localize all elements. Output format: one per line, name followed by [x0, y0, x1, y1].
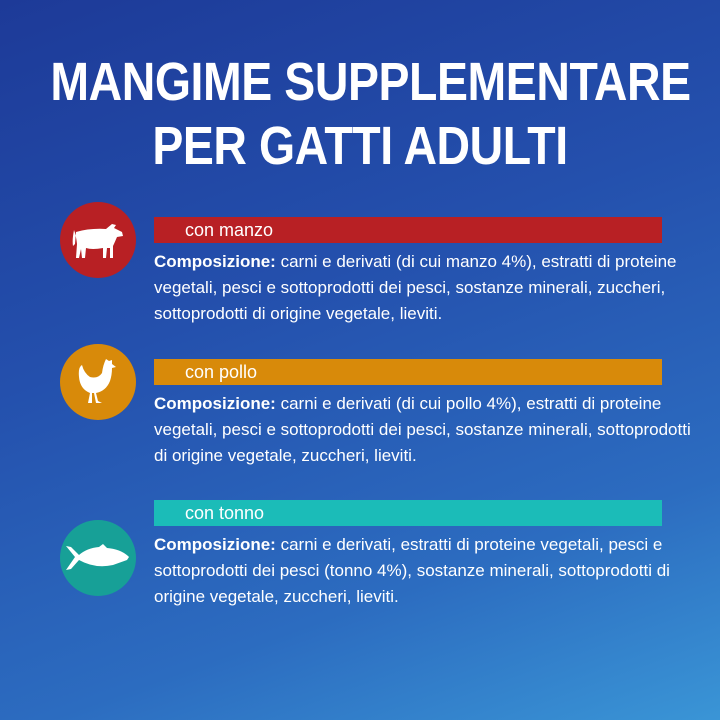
- composition-text: Composizione: carni e derivati (di cui m…: [154, 249, 699, 327]
- composition-text: Composizione: carni e derivati, estratti…: [154, 532, 699, 610]
- variant-label: con manzo: [185, 220, 274, 240]
- variant-label-bar: con manzo: [154, 217, 662, 243]
- title-line-1: MANGIME SUPPLEMENTARE: [50, 52, 691, 112]
- variant-label-bar: con tonno: [154, 500, 662, 526]
- composition-value: carni e derivati (di cui manzo 4%), estr…: [154, 252, 677, 323]
- composition-text: Composizione: carni e derivati (di cui p…: [154, 391, 699, 469]
- page-title: MANGIME SUPPLEMENTARE PER GATTI ADULTI: [0, 50, 720, 178]
- variant-label-bar: con pollo: [154, 359, 662, 385]
- composition-value: carni e derivati, estratti di proteine v…: [154, 535, 670, 606]
- composition-label: Composizione:: [154, 535, 276, 554]
- variant-label: con tonno: [185, 503, 265, 523]
- fish-icon: [60, 520, 136, 596]
- composition-label: Composizione:: [154, 394, 276, 413]
- variant-label: con pollo: [185, 362, 258, 382]
- composition-label: Composizione:: [154, 252, 276, 271]
- chicken-icon: [60, 344, 136, 420]
- composition-value: carni e derivati (di cui pollo 4%), estr…: [154, 394, 691, 465]
- cow-icon: [60, 202, 136, 278]
- title-line-2: PER GATTI ADULTI: [152, 116, 568, 176]
